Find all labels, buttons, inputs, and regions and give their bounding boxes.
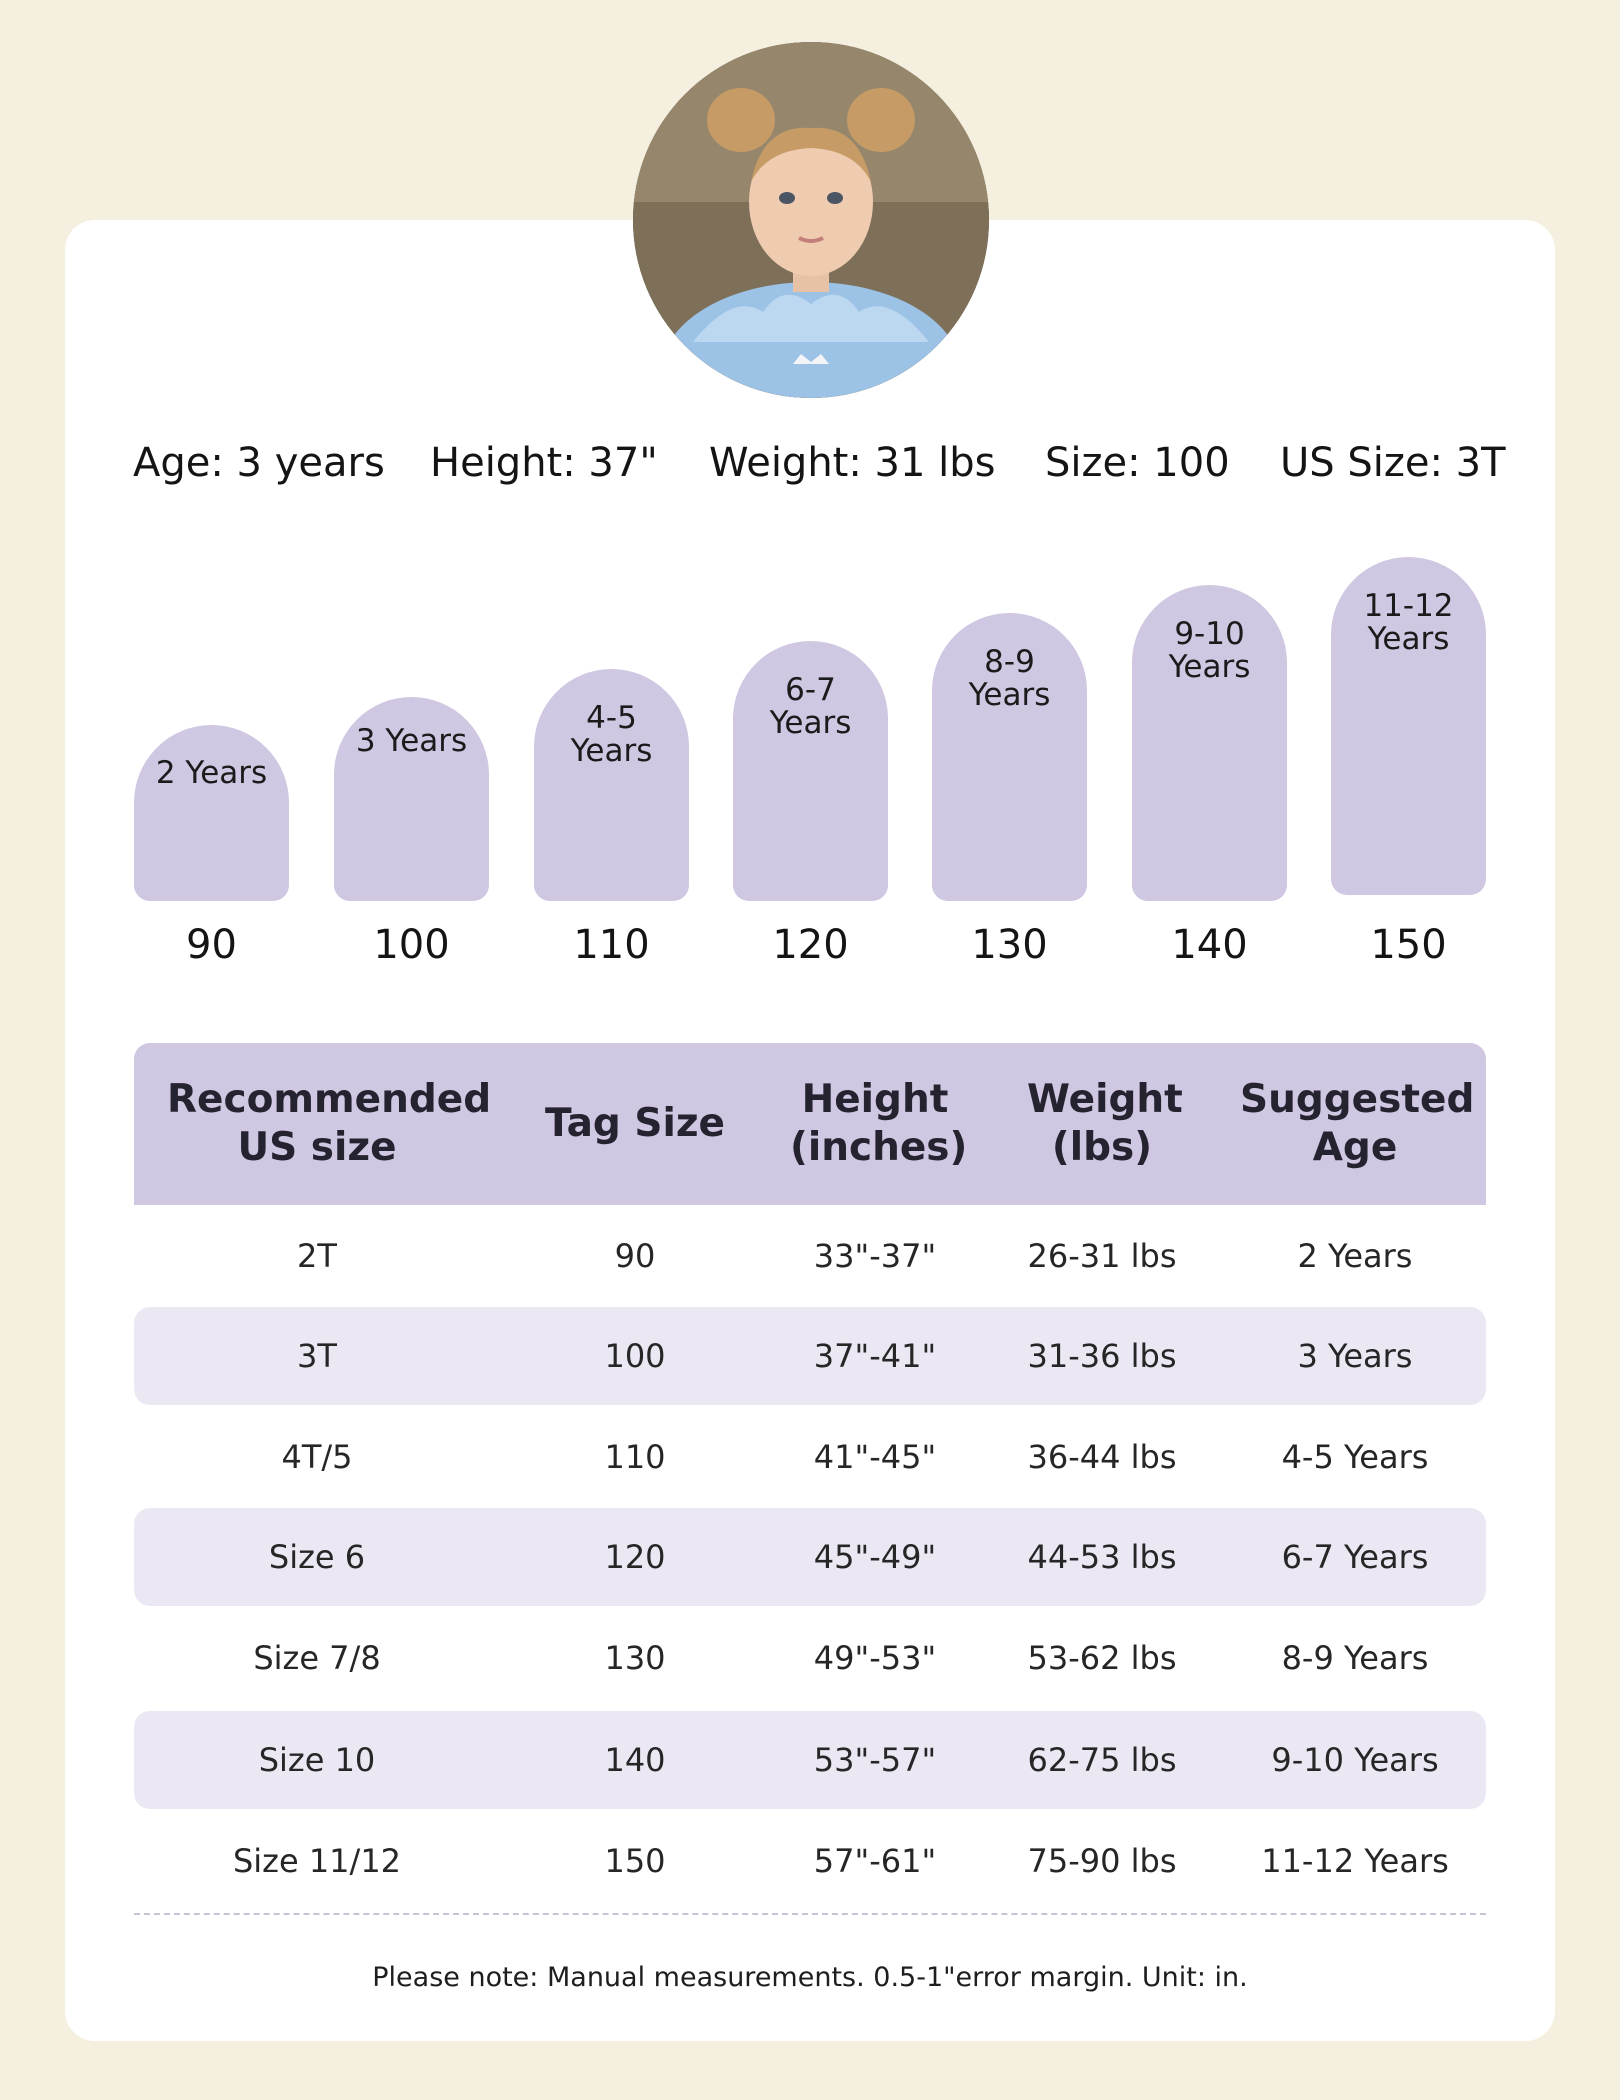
- measurement-note: Please note: Manual measurements. 0.5-1"…: [372, 1962, 1248, 1993]
- size-step-age: 3 Years: [355, 723, 468, 759]
- cell-us-size: 2T: [297, 1237, 337, 1275]
- size-step-pill: 6-7 Years: [733, 641, 888, 901]
- header-weight: Weight (lbs): [1027, 1077, 1183, 1170]
- cell-weight: 53-62 lbs: [1027, 1639, 1177, 1677]
- us-size-stat: US Size: 3T: [1280, 440, 1506, 486]
- cell-age: 9-10 Years: [1271, 1741, 1439, 1779]
- cell-height: 53"-57": [813, 1741, 937, 1779]
- size-table-header: Recommended US size Tag Size Height (inc…: [134, 1043, 1486, 1205]
- size-step-tag: 140: [1171, 922, 1248, 968]
- cell-tag-size: 100: [604, 1337, 666, 1375]
- cell-us-size: 4T/5: [281, 1438, 353, 1476]
- cell-height: 49"-53": [813, 1639, 937, 1677]
- cell-weight: 36-44 lbs: [1027, 1438, 1177, 1476]
- size-stat: Size: 100: [1045, 440, 1230, 486]
- size-step-age: 8-9 Years: [968, 644, 1051, 713]
- profile-stats: Age: 3 years Height: 37" Weight: 31 lbs …: [0, 440, 1620, 500]
- table-row: 2T 90 33"-37" 26-31 lbs 2 Years: [134, 1207, 1486, 1305]
- cell-tag-size: 150: [604, 1842, 666, 1880]
- cell-weight: 26-31 lbs: [1027, 1237, 1177, 1275]
- age-stat: Age: 3 years: [133, 440, 385, 486]
- cell-age: 8-9 Years: [1281, 1639, 1429, 1677]
- size-step-pill: 3 Years: [334, 697, 489, 901]
- cell-age: 4-5 Years: [1281, 1438, 1429, 1476]
- cell-us-size: Size 11/12: [232, 1842, 402, 1880]
- size-step-age: 6-7 Years: [769, 672, 852, 741]
- size-steps-graphic: 2 Years 3 Years 4-5 Years 6-7 Years 8-9 …: [0, 0, 1620, 1000]
- size-step-age: 4-5 Years: [570, 700, 653, 769]
- cell-tag-size: 140: [604, 1741, 666, 1779]
- table-row: 4T/5 110 41"-45" 36-44 lbs 4-5 Years: [134, 1408, 1486, 1506]
- cell-tag-size: 130: [604, 1639, 666, 1677]
- cell-age: 6-7 Years: [1281, 1538, 1429, 1576]
- header-suggested-age: Suggested Age: [1240, 1077, 1475, 1170]
- table-row: Size 7/8 130 49"-53" 53-62 lbs 8-9 Years: [134, 1609, 1486, 1707]
- cell-weight: 62-75 lbs: [1027, 1741, 1177, 1779]
- size-step-tag: 110: [573, 922, 650, 968]
- cell-tag-size: 90: [614, 1237, 656, 1275]
- cell-height: 33"-37": [813, 1237, 937, 1275]
- size-step-pill: 2 Years: [134, 725, 289, 901]
- size-step-pill: 4-5 Years: [534, 669, 689, 901]
- size-step-tag: 150: [1370, 922, 1447, 968]
- size-step-pill: 9-10 Years: [1132, 585, 1287, 901]
- cell-age: 2 Years: [1297, 1237, 1413, 1275]
- cell-age: 3 Years: [1297, 1337, 1413, 1375]
- cell-height: 45"-49": [813, 1538, 937, 1576]
- size-step-age: 2 Years: [155, 755, 268, 791]
- weight-stat: Weight: 31 lbs: [709, 440, 996, 486]
- size-step-pill: 8-9 Years: [932, 613, 1087, 901]
- height-stat: Height: 37": [430, 440, 658, 486]
- cell-weight: 75-90 lbs: [1027, 1842, 1177, 1880]
- cell-height: 41"-45": [813, 1438, 937, 1476]
- cell-height: 37"-41": [813, 1337, 937, 1375]
- cell-age: 11-12 Years: [1261, 1842, 1449, 1880]
- header-us-size: Recommended US size: [167, 1077, 492, 1170]
- table-row: 3T 100 37"-41" 31-36 lbs 3 Years: [134, 1307, 1486, 1405]
- cell-weight: 31-36 lbs: [1027, 1337, 1177, 1375]
- cell-us-size: Size 10: [258, 1741, 376, 1779]
- size-step-age: 11-12 Years: [1363, 588, 1454, 657]
- header-height: Height (inches): [790, 1077, 968, 1170]
- cell-height: 57"-61": [813, 1842, 937, 1880]
- table-row: Size 6 120 45"-49" 44-53 lbs 6-7 Years: [134, 1508, 1486, 1606]
- size-step-tag: 130: [971, 922, 1048, 968]
- table-divider: [134, 1913, 1486, 1915]
- table-row: Size 11/12 150 57"-61" 75-90 lbs 11-12 Y…: [134, 1812, 1486, 1910]
- size-step-tag: 120: [772, 922, 849, 968]
- size-step-tag: 100: [373, 922, 450, 968]
- cell-us-size: 3T: [297, 1337, 337, 1375]
- cell-tag-size: 120: [604, 1538, 666, 1576]
- size-step-age: 9-10 Years: [1168, 616, 1251, 685]
- table-row: Size 10 140 53"-57" 62-75 lbs 9-10 Years: [134, 1711, 1486, 1809]
- size-step-pill: 11-12 Years: [1331, 557, 1486, 895]
- size-step-tag: 90: [186, 922, 237, 968]
- cell-us-size: Size 7/8: [253, 1639, 381, 1677]
- header-tag-size: Tag Size: [545, 1101, 725, 1146]
- cell-weight: 44-53 lbs: [1027, 1538, 1177, 1576]
- cell-tag-size: 110: [604, 1438, 666, 1476]
- cell-us-size: Size 6: [268, 1538, 366, 1576]
